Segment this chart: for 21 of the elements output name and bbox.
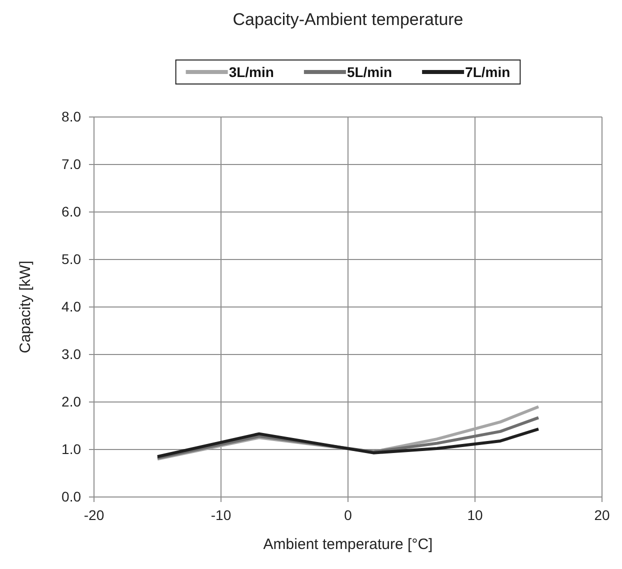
legend-label: 5L/min: [346, 64, 392, 80]
y-tick-label: 5.0: [62, 250, 82, 267]
x-axis-title: Ambient temperature [°C]: [263, 536, 433, 553]
legend-label: 3L/min: [228, 64, 274, 80]
y-tick-label: 6.0: [62, 203, 82, 220]
chart-title: Capacity-Ambient temperature: [232, 10, 464, 29]
x-tick-label: -20: [84, 506, 104, 523]
y-tick-label: 3.0: [62, 346, 82, 362]
y-tick-label: 1.0: [62, 440, 82, 457]
legend-label: 7L/min: [465, 64, 510, 80]
y-tick-label: 2.0: [62, 393, 82, 410]
y-tick-label: 8.0: [62, 108, 82, 124]
y-tick-label: 4.0: [62, 298, 82, 314]
y-tick-label: 7.0: [62, 156, 82, 172]
x-tick-label: 10: [467, 506, 483, 523]
y-tick-label: 0.0: [62, 488, 82, 504]
y-axis-title: Capacity [kW]: [17, 260, 34, 354]
x-tick-label: -10: [210, 506, 232, 523]
line-series: [156, 428, 540, 458]
x-tick-label: 0: [344, 506, 352, 523]
x-tick-label: 20: [594, 506, 610, 523]
